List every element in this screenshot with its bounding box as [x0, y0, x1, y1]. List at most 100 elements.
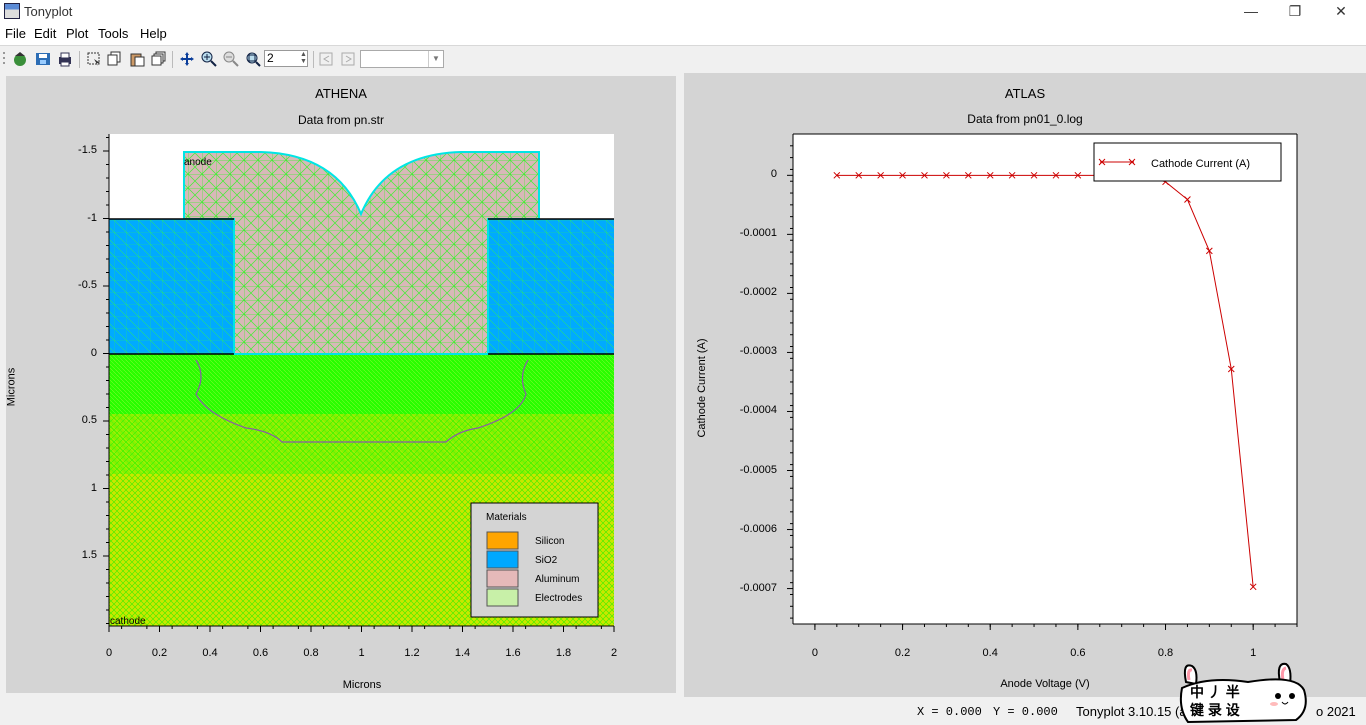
zoom-out-icon[interactable]	[223, 51, 239, 67]
data-point-marker	[1205, 247, 1213, 255]
tonyplot-app-icon	[4, 3, 20, 19]
y-tick-label: 0.5	[81, 414, 97, 426]
watermark-text-bottom: 键 录 设	[1190, 702, 1240, 718]
minimize-button[interactable]: —	[1244, 3, 1258, 19]
version-text: Tonyplot 3.10.15 (a	[1076, 704, 1187, 719]
data-point-marker	[1052, 171, 1060, 179]
x-tick-label: 0	[105, 647, 113, 659]
print-icon[interactable]	[57, 51, 73, 67]
x-tick-label: 0.4	[202, 647, 218, 659]
duplicate-icon[interactable]	[151, 51, 167, 67]
y-tick-label: -1	[87, 211, 97, 224]
sio2-right-region	[488, 219, 614, 354]
watermark-sticker: 中 丿 半 键 录 设	[1178, 660, 1310, 724]
atlas-xlabel: Anode Voltage (V)	[1000, 678, 1090, 690]
athena-xlabel: Microns	[342, 679, 382, 691]
series-line-cathode-current	[836, 174, 1254, 587]
close-button[interactable]: ✕	[1335, 3, 1347, 19]
pn-junction-line	[195, 359, 529, 443]
x-tick-label: 0.6	[1070, 647, 1086, 659]
data-point-marker	[1030, 171, 1038, 179]
load-icon[interactable]	[12, 51, 28, 67]
title-bar: Tonyplot — ❐ ✕	[0, 0, 1366, 23]
data-point-marker	[1249, 583, 1257, 591]
x-tick-label: 1	[358, 647, 365, 659]
data-point-marker	[1227, 365, 1235, 373]
zoom-box-icon[interactable]	[245, 51, 261, 67]
data-point-marker	[986, 171, 994, 179]
x-tick-label: 1	[1250, 647, 1257, 659]
save-icon[interactable]	[35, 51, 51, 67]
x-tick-label: 0	[811, 647, 818, 659]
legend-title: Materials	[486, 512, 527, 523]
copyright-text: o 2021	[1316, 704, 1356, 719]
data-point-marker	[899, 171, 906, 179]
y-tick-label: -0.0007	[739, 581, 777, 594]
menu-plot[interactable]: Plot	[66, 26, 89, 41]
y-tick-label: -0.0006	[739, 522, 777, 535]
atlas-chart-svg	[787, 133, 1298, 630]
next-icon[interactable]	[341, 51, 357, 67]
y-tick-label: -0.5	[78, 279, 97, 291]
data-point-marker	[855, 171, 863, 179]
zoom-in-icon[interactable]	[201, 51, 217, 67]
athena-structure-svg	[103, 134, 615, 632]
y-tick-label: -1.5	[78, 144, 97, 156]
data-point-marker	[943, 171, 950, 179]
data-point-marker	[1184, 196, 1191, 203]
data-point-marker	[877, 171, 885, 179]
x-tick-label: 0.2	[894, 647, 911, 659]
paste-icon[interactable]	[129, 51, 145, 67]
x-tick-label: 1.6	[505, 647, 521, 659]
x-tick-label: 1.4	[454, 647, 471, 659]
y-tick-label: -0.0005	[739, 463, 777, 476]
menu-help[interactable]: Help	[140, 26, 167, 41]
y-tick-label: 1.5	[81, 549, 97, 561]
x-tick-label: 0.8	[303, 647, 319, 659]
anode-label: anode	[184, 157, 212, 168]
x-tick-label: 0.4	[982, 647, 998, 659]
copy-icon[interactable]	[107, 51, 123, 67]
x-tick-label: 1.8	[555, 647, 572, 659]
window-title: Tonyplot	[24, 4, 73, 19]
legend-label-aluminum: Aluminum	[535, 574, 580, 585]
previous-icon[interactable]	[319, 51, 335, 67]
toolbar	[0, 47, 1366, 71]
legend-label-cathode-current: Cathode Current (A)	[1151, 158, 1251, 170]
status-bar: X = 0.000 Y = 0.000 Tonyplot 3.10.15 (a …	[0, 699, 1366, 725]
menu-tools[interactable]: Tools	[98, 26, 129, 41]
x-tick-label: 1.2	[404, 647, 420, 659]
y-tick-label: 0	[90, 346, 97, 359]
y-tick-label: 0	[770, 168, 777, 181]
x-coordinate-readout: X = 0.000	[917, 705, 982, 719]
athena-plot-panel[interactable]: ATHENA Data from pn.str anode cathode Mi…	[5, 76, 676, 693]
athena-ylabel: Microns	[5, 367, 18, 407]
y-tick-label: -0.0002	[739, 286, 777, 299]
y-tick-label: -0.0004	[739, 404, 777, 417]
menu-separator	[0, 45, 1366, 46]
toolbar-separator	[172, 51, 173, 68]
zoom-factor-input[interactable]: 2	[264, 50, 308, 67]
watermark-text-top: 中 丿 半	[1190, 684, 1240, 700]
data-point-marker	[1074, 171, 1082, 179]
athena-title: ATHENA	[315, 86, 367, 101]
select-icon[interactable]	[86, 51, 102, 67]
maximize-button[interactable]: ❐	[1288, 3, 1302, 19]
x-tick-label: 0.6	[252, 647, 269, 659]
bunny-mascot-icon	[1179, 662, 1307, 724]
toolbar-grip-icon	[3, 52, 5, 64]
chevron-down-icon: ▼	[428, 51, 443, 67]
atlas-subtitle: Data from pn01_0.log	[967, 112, 1083, 126]
zoom-factor-stepper[interactable]: ▲ ▼	[300, 51, 307, 65]
data-point-marker	[964, 171, 972, 179]
legend-swatch-aluminum	[486, 569, 519, 588]
menu-file[interactable]: File	[5, 26, 26, 41]
structure-axis-ticks	[103, 137, 615, 632]
y-tick-label: -0.0001	[739, 227, 777, 240]
materials-legend	[470, 502, 599, 618]
pan-icon[interactable]	[179, 51, 195, 67]
data-point-marker	[1008, 171, 1016, 179]
atlas-plot-panel[interactable]: ATLAS Data from pn01_0.log Cathode Curre…	[684, 73, 1366, 697]
plot-selector-dropdown[interactable]: ▼	[360, 50, 444, 68]
menu-edit[interactable]: Edit	[34, 26, 57, 41]
